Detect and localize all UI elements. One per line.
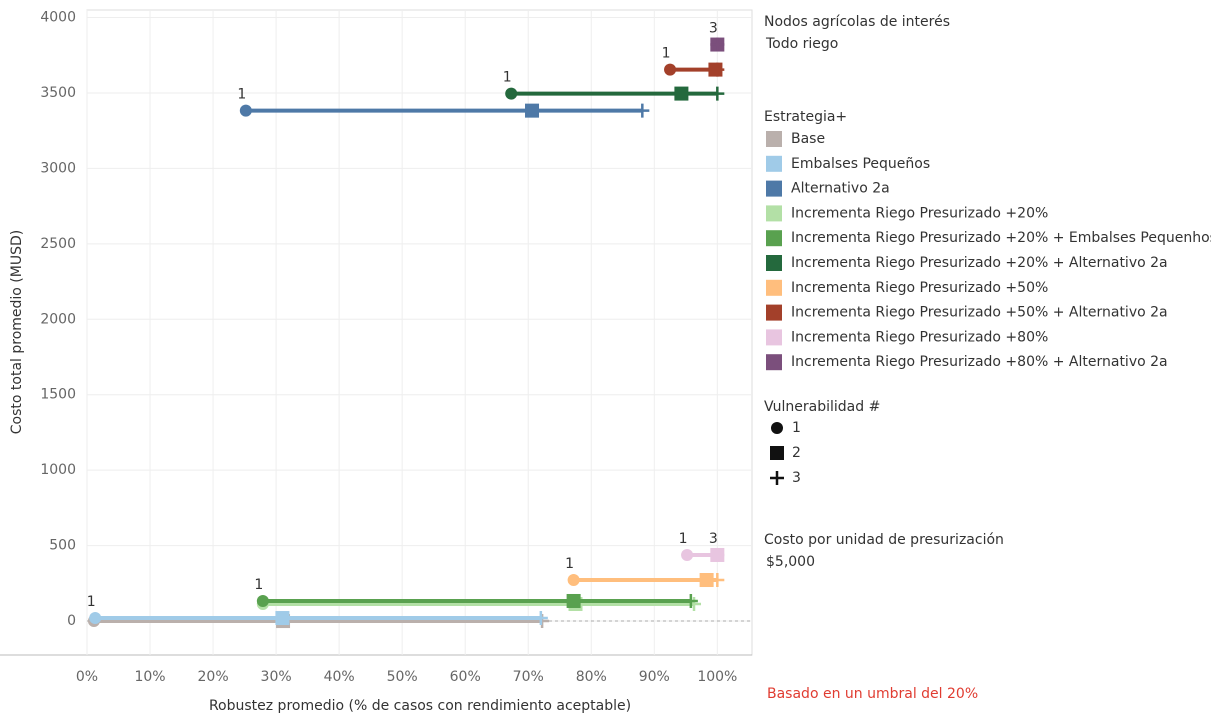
shape-legend-label: 3 bbox=[792, 470, 801, 486]
point-square bbox=[566, 593, 581, 608]
point-label: 3 bbox=[709, 21, 718, 37]
filter-title: Nodos agrícolas de interés bbox=[764, 14, 950, 30]
legend-swatch bbox=[766, 354, 782, 371]
point-plus bbox=[535, 614, 550, 629]
legend-swatch bbox=[766, 131, 782, 147]
point-plus bbox=[710, 86, 725, 101]
legend-label: Base bbox=[791, 131, 825, 147]
legend-swatch bbox=[766, 155, 782, 172]
legend-swatch bbox=[766, 230, 782, 247]
y-tick-label: 3000 bbox=[40, 160, 76, 176]
plot-border bbox=[86, 9, 753, 656]
point-label: 1 bbox=[503, 70, 512, 86]
point-square bbox=[770, 446, 784, 460]
x-tick-label: 30% bbox=[261, 669, 292, 685]
x-tick-label: 100% bbox=[697, 669, 737, 685]
y-tick-label: 2500 bbox=[40, 236, 76, 252]
point-square bbox=[699, 573, 714, 588]
point-circle bbox=[239, 104, 252, 117]
legend-swatch bbox=[766, 205, 782, 222]
point-label: 1 bbox=[87, 594, 96, 610]
legend-label: Incrementa Riego Presurizado +20% + Emba… bbox=[791, 230, 1211, 246]
point-square bbox=[275, 611, 290, 626]
point-circle bbox=[505, 87, 518, 100]
point-plus bbox=[710, 37, 725, 52]
legend-label: Incrementa Riego Presurizado +20% bbox=[791, 205, 1048, 221]
param-title: Costo por unidad de presurización bbox=[764, 532, 1004, 548]
x-tick-label: 60% bbox=[450, 669, 481, 685]
point-label: 1 bbox=[662, 46, 671, 62]
legend-swatch bbox=[766, 304, 782, 321]
legend-swatch bbox=[766, 180, 782, 197]
y-tick-label: 1000 bbox=[40, 462, 76, 478]
legend-label: Incrementa Riego Presurizado +50% + Alte… bbox=[791, 305, 1168, 321]
legend-label: Alternativo 2a bbox=[791, 181, 890, 197]
x-tick-label: 20% bbox=[198, 669, 229, 685]
x-tick-label: 0% bbox=[76, 669, 98, 685]
point-circle bbox=[89, 612, 102, 625]
x-axis-title: Robustez promedio (% de casos con rendim… bbox=[209, 698, 631, 714]
y-axis-title: Costo total promedio (MUSD) bbox=[9, 230, 25, 434]
y-tick-label: 3500 bbox=[40, 85, 76, 101]
point-circle bbox=[256, 594, 269, 607]
shape-legend-label: 2 bbox=[792, 445, 801, 461]
legend-label: Incrementa Riego Presurizado +50% bbox=[791, 280, 1048, 296]
shape-legend-label: 1 bbox=[792, 420, 801, 436]
point-label: 1 bbox=[565, 556, 574, 572]
x-tick-label: 40% bbox=[324, 669, 355, 685]
color-legend-title: Estrategia+ bbox=[764, 109, 847, 125]
legend-swatch bbox=[766, 329, 782, 346]
point-label: 1 bbox=[679, 531, 688, 547]
point-plus bbox=[710, 62, 725, 77]
legend-swatch bbox=[766, 255, 782, 271]
point-circle bbox=[681, 548, 694, 561]
x-tick-label: 80% bbox=[576, 669, 607, 685]
point-circle bbox=[664, 63, 677, 76]
point-circle bbox=[567, 574, 580, 587]
y-tick-label: 1500 bbox=[40, 387, 76, 403]
y-tick-label: 500 bbox=[49, 538, 76, 554]
point-plus bbox=[635, 103, 650, 118]
x-tick-label: 50% bbox=[387, 669, 418, 685]
legend-label: Incrementa Riego Presurizado +20% + Alte… bbox=[791, 255, 1168, 271]
point-plus bbox=[533, 611, 548, 626]
point-square bbox=[525, 103, 540, 118]
point-plus bbox=[710, 547, 725, 562]
point-plus bbox=[683, 593, 698, 608]
filter-value: Todo riego bbox=[765, 36, 838, 52]
param-value: $5,000 bbox=[766, 554, 815, 570]
point-circle bbox=[771, 422, 783, 434]
y-tick-label: 2000 bbox=[40, 311, 76, 327]
point-label: 1 bbox=[237, 87, 246, 103]
legend-label: Embalses Pequeños bbox=[791, 156, 930, 172]
point-square bbox=[674, 86, 689, 101]
point-label: 3 bbox=[709, 531, 718, 547]
shape-legend-title: Vulnerabilidad # bbox=[764, 399, 880, 415]
x-tick-label: 70% bbox=[513, 669, 544, 685]
x-tick-label: 10% bbox=[134, 669, 165, 685]
point-plus bbox=[687, 597, 702, 612]
legend-swatch bbox=[766, 279, 782, 296]
legend-label: Incrementa Riego Presurizado +80% bbox=[791, 329, 1048, 345]
x-tick-label: 90% bbox=[639, 669, 670, 685]
point-label: 1 bbox=[254, 577, 263, 593]
legend-label: Incrementa Riego Presurizado +80% + Alte… bbox=[791, 354, 1168, 370]
point-plus bbox=[770, 471, 784, 485]
y-tick-label: 0 bbox=[67, 613, 76, 629]
point-plus bbox=[710, 573, 725, 588]
y-tick-label: 4000 bbox=[40, 10, 76, 26]
note: Basado en un umbral del 20% bbox=[767, 686, 978, 702]
